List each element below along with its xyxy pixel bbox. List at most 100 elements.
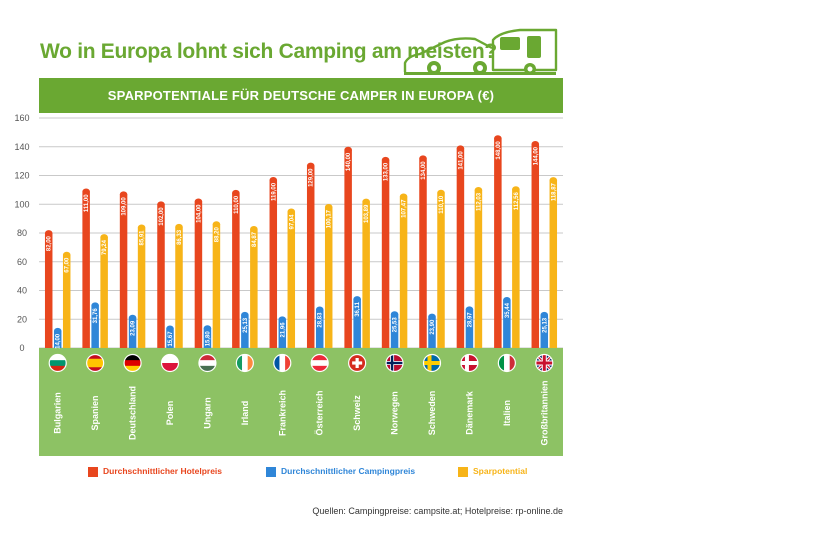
- country-label: Spanien: [90, 395, 100, 430]
- legend-label-spar: Sparpotential: [473, 466, 528, 476]
- bar-hotel: [232, 192, 240, 348]
- bar-cap: [324, 204, 333, 211]
- flag-ring: [535, 353, 554, 373]
- flag-ring: [160, 353, 180, 373]
- flag-no-icon: [386, 354, 404, 372]
- bar-camping: [241, 314, 249, 348]
- data-label: 144,00: [533, 146, 539, 165]
- bar-spar: [399, 196, 408, 348]
- flag-de-icon: [124, 354, 142, 372]
- data-label: 28,83: [318, 312, 324, 328]
- bar-hotel: [531, 144, 540, 348]
- data-label: 148,00: [496, 141, 502, 160]
- data-label: 25,53: [393, 317, 399, 333]
- flag-pl-icon: [161, 354, 179, 372]
- data-label: 82,00: [47, 235, 53, 251]
- flag-ie-icon: [236, 354, 254, 372]
- flag-se-icon: [423, 354, 441, 372]
- data-label: 86,33: [177, 229, 183, 245]
- bar-cap: [390, 311, 399, 318]
- chart-main-title: Wo in Europa lohnt sich Camping am meist…: [40, 40, 497, 63]
- legend-label-camping: Durchschnittlicher Campingpreis: [281, 466, 416, 476]
- y-tick-label: 40: [17, 286, 27, 296]
- country-label: Polen: [165, 401, 175, 426]
- data-label: 31,76: [93, 308, 99, 324]
- flag-ring: [48, 353, 67, 373]
- bar-cap: [128, 314, 137, 321]
- bar-camping: [166, 328, 174, 348]
- bar-spar: [137, 227, 146, 348]
- data-label: 28,97: [467, 312, 473, 328]
- flag-ring: [422, 353, 442, 373]
- bar-cap: [82, 188, 90, 195]
- chart-title-banner: [39, 78, 563, 113]
- data-label: 112,56: [514, 192, 520, 211]
- bar-camping: [503, 300, 511, 348]
- flag-ring: [273, 353, 292, 373]
- bar-cap: [428, 313, 436, 320]
- data-label: 23,09: [131, 320, 137, 336]
- y-tick-label: 140: [14, 142, 29, 152]
- chart-subtitle: SPARPOTENTIALE FÜR DEUTSCHE CAMPER IN EU…: [107, 88, 495, 103]
- bar-hotel: [456, 148, 465, 348]
- bar-cap: [212, 221, 221, 228]
- bar-cap: [474, 186, 483, 193]
- bar-cap: [137, 224, 146, 231]
- data-label: 25,13: [542, 317, 548, 333]
- legend-label-hotel: Durchschnittlicher Hotelpreis: [103, 466, 223, 476]
- bar-camping: [540, 314, 549, 348]
- data-label: 107,47: [402, 199, 408, 218]
- data-label: 119,00: [271, 182, 277, 201]
- bar-hotel: [157, 204, 165, 348]
- y-tick-label: 160: [14, 113, 29, 123]
- country-label: Österreich: [315, 390, 325, 435]
- bar-cap: [503, 297, 511, 304]
- country-label: Ungarn: [202, 397, 212, 429]
- bar-camping: [428, 316, 436, 348]
- bar-spar: [250, 228, 258, 348]
- bar-camping: [353, 299, 361, 348]
- bar-spar: [512, 189, 520, 348]
- data-label: 100,17: [327, 209, 333, 228]
- bar-cap: [512, 186, 520, 193]
- data-label: 109,00: [122, 197, 128, 216]
- bar-hotel: [419, 158, 427, 348]
- bar-hotel: [306, 165, 315, 348]
- y-tick-label: 120: [14, 171, 29, 181]
- country-label: Dänemark: [464, 390, 474, 435]
- country-label: Italien: [502, 400, 512, 426]
- flag-es-icon: [86, 354, 104, 372]
- bar-cap: [287, 208, 296, 215]
- bar-camping: [278, 319, 287, 348]
- country-label: Schweden: [427, 391, 437, 436]
- data-label: 110,00: [234, 195, 240, 214]
- data-label: 88,20: [214, 227, 220, 243]
- y-tick-label: 20: [17, 314, 27, 324]
- bar-hotel: [494, 138, 502, 348]
- country-label: Norwegen: [390, 391, 400, 435]
- bar-camping: [128, 317, 137, 348]
- flag-ring: [348, 353, 367, 373]
- legend-swatch-camping: [266, 467, 276, 477]
- bar-cap: [531, 141, 540, 147]
- data-label: 133,00: [384, 162, 390, 181]
- data-label: 104,00: [196, 204, 202, 223]
- bar-cap: [315, 306, 324, 313]
- bar-spar: [474, 189, 483, 348]
- flag-at-icon: [311, 354, 329, 372]
- bar-cap: [44, 230, 53, 237]
- bar-spar: [287, 211, 296, 348]
- bar-cap: [437, 189, 445, 196]
- flag-ring: [198, 353, 217, 373]
- bar-spar: [549, 180, 558, 348]
- bar-spar: [212, 224, 221, 348]
- data-label: 35,44: [505, 302, 511, 318]
- bar-cap: [203, 325, 212, 332]
- data-label: 110,10: [439, 195, 445, 214]
- bar-cap: [381, 156, 390, 163]
- bar-cap: [306, 162, 315, 169]
- flag-hu-icon: [198, 354, 216, 372]
- bar-spar: [437, 192, 445, 348]
- bar-cap: [353, 296, 361, 303]
- bar-spar: [175, 226, 183, 348]
